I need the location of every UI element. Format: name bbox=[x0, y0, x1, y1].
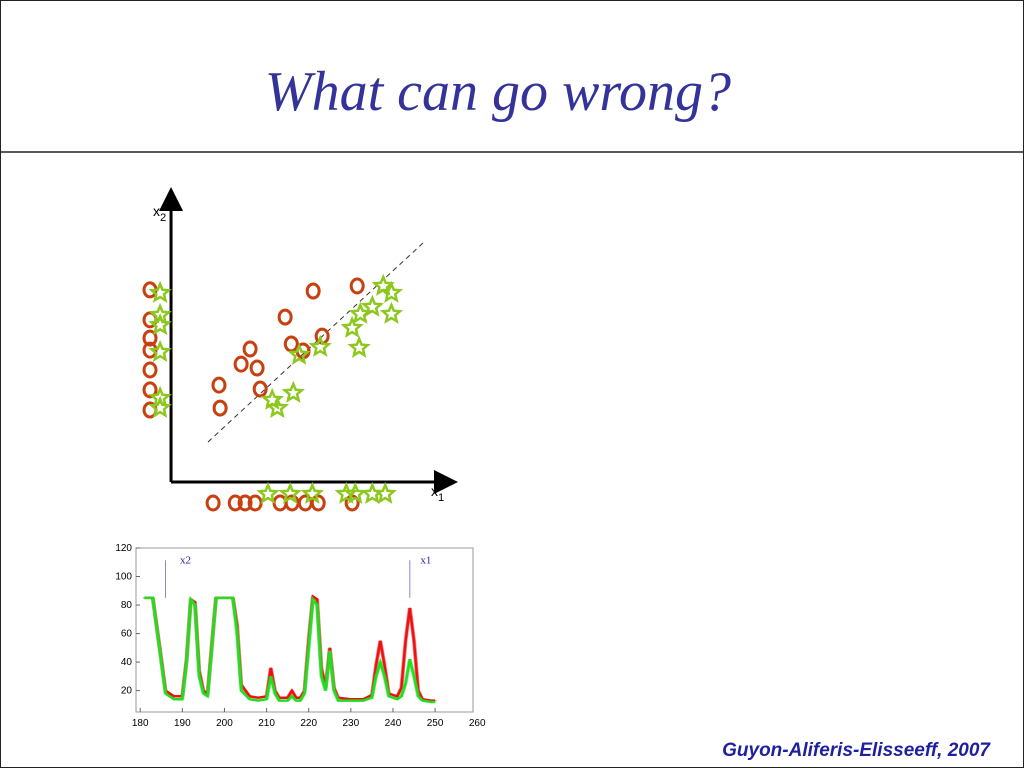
circle-point bbox=[205, 494, 221, 512]
star-point bbox=[148, 339, 172, 363]
x-tick-label: 240 bbox=[385, 718, 402, 729]
circle-point bbox=[249, 359, 265, 377]
star-point bbox=[348, 301, 372, 324]
star-point bbox=[278, 481, 302, 504]
x-tick-label: 230 bbox=[342, 718, 359, 729]
star-point bbox=[148, 395, 172, 419]
circle-point bbox=[252, 380, 268, 398]
star-point bbox=[300, 481, 325, 504]
y-tick-label: 20 bbox=[121, 686, 133, 697]
y-tick-label: 100 bbox=[115, 572, 132, 583]
x-tick-label: 200 bbox=[216, 718, 233, 729]
star-point bbox=[379, 280, 404, 303]
star-point bbox=[379, 301, 404, 324]
x-tick-label: 220 bbox=[300, 718, 317, 729]
star-point bbox=[308, 334, 332, 357]
x-tick-label: 260 bbox=[469, 718, 486, 729]
circle-point bbox=[349, 277, 365, 295]
star-point bbox=[287, 342, 311, 365]
circle-point bbox=[142, 361, 158, 379]
circle-point bbox=[237, 494, 253, 512]
x-tick-label: 250 bbox=[427, 718, 444, 729]
circle-point bbox=[277, 308, 293, 326]
circle-point bbox=[305, 282, 321, 300]
x-tick-label: 190 bbox=[174, 718, 191, 729]
star-point bbox=[347, 335, 371, 358]
x-tick-label: 210 bbox=[258, 718, 275, 729]
circle-point bbox=[227, 494, 243, 512]
annotation: x1 bbox=[420, 554, 431, 566]
y-tick-label: 40 bbox=[121, 657, 133, 668]
circle-point bbox=[142, 329, 158, 347]
y-tick-label: 120 bbox=[115, 543, 132, 554]
circle-point bbox=[211, 376, 227, 394]
spectrum-line bbox=[144, 595, 436, 704]
star-point bbox=[373, 481, 397, 504]
slide-title: What can go wrong? bbox=[265, 61, 731, 123]
star-point bbox=[265, 395, 290, 419]
star-point bbox=[148, 312, 172, 336]
star-point bbox=[281, 380, 305, 403]
star-point bbox=[256, 481, 280, 504]
x-tick-label: 180 bbox=[132, 718, 149, 729]
star-point bbox=[148, 280, 172, 303]
circle-point bbox=[233, 355, 249, 373]
y-tick-label: 60 bbox=[121, 629, 133, 640]
annotation: x2 bbox=[180, 554, 191, 566]
circle-point bbox=[310, 494, 326, 512]
circle-point bbox=[242, 340, 258, 358]
star-point bbox=[360, 294, 384, 317]
y-tick-label: 80 bbox=[121, 600, 133, 611]
circle-point bbox=[212, 399, 228, 417]
decision-line bbox=[207, 242, 424, 443]
star-point bbox=[340, 315, 364, 338]
citation: Guyon-Aliferis-Elisseeff, 2007 bbox=[722, 740, 991, 761]
circle-point bbox=[142, 381, 158, 399]
